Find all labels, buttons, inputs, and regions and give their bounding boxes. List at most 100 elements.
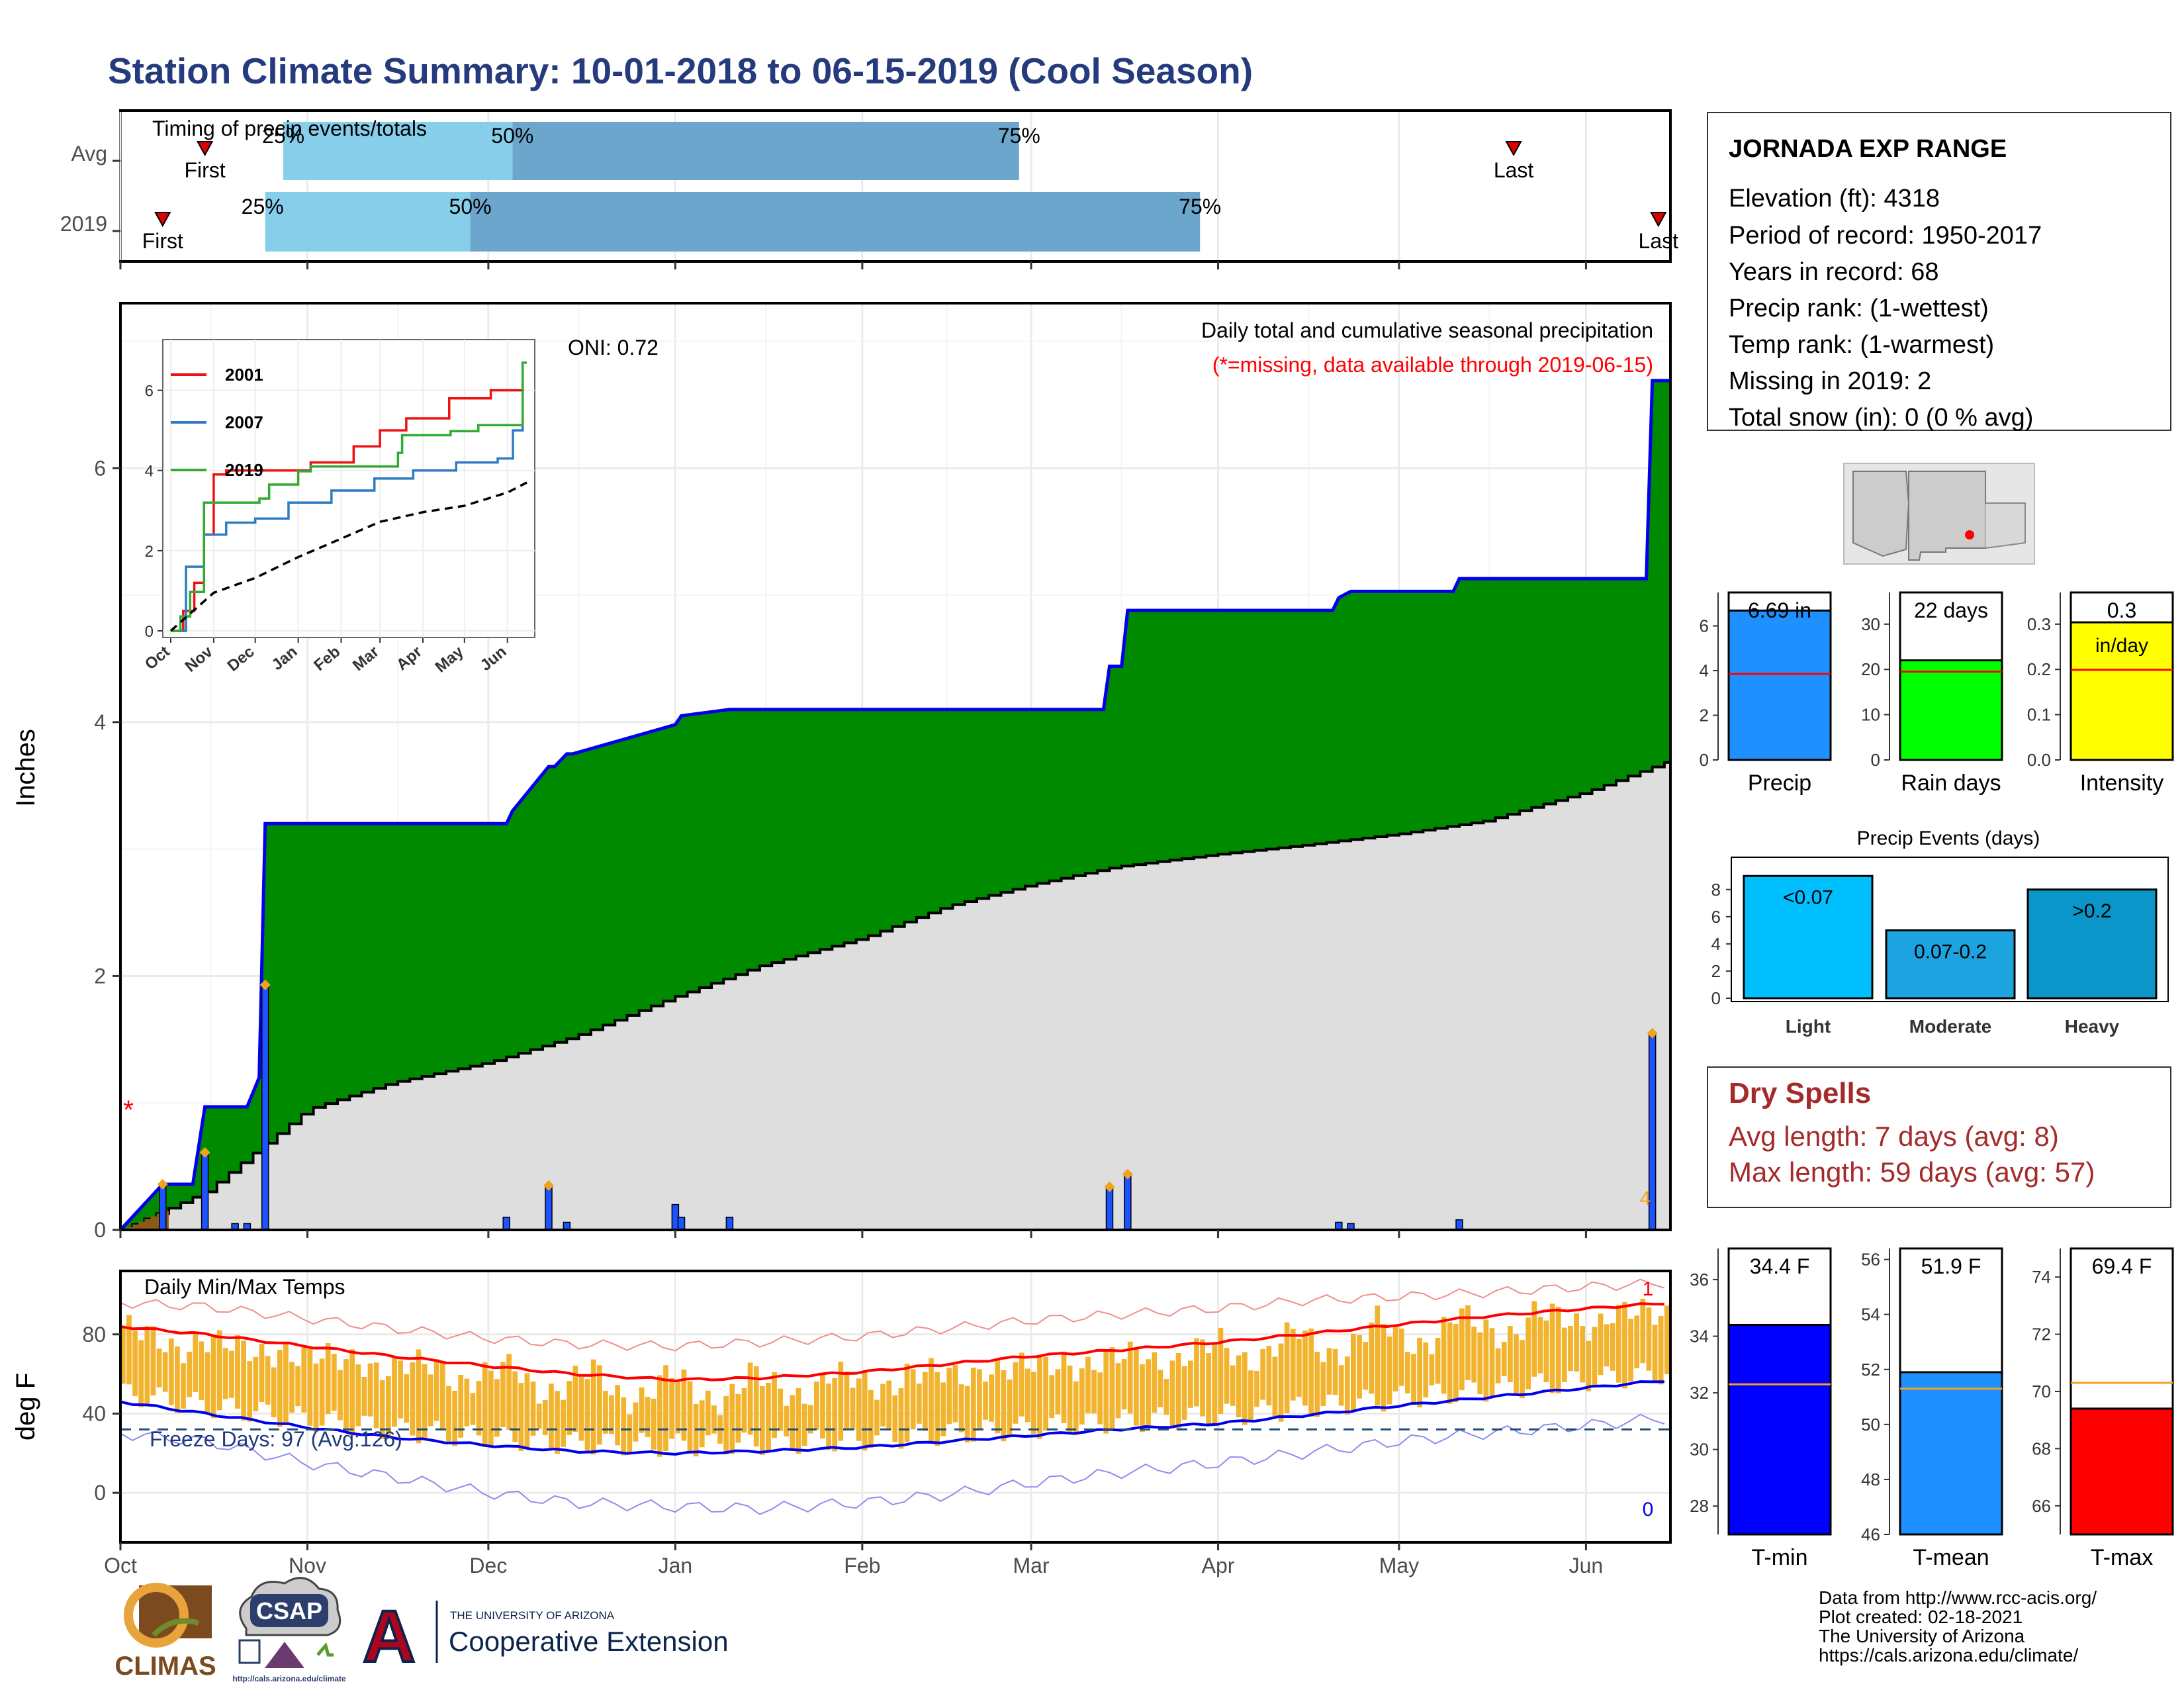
temp-daily-range-bar bbox=[784, 1405, 790, 1437]
inset-legend-label-2019: 2019 bbox=[225, 460, 263, 480]
temp-daily-range-bar bbox=[265, 1356, 271, 1405]
temp-summary-t-min-value-bar bbox=[1727, 1323, 1832, 1536]
temp-daily-range-bar bbox=[536, 1403, 542, 1429]
temp-daily-range-bar bbox=[923, 1372, 928, 1431]
temp-daily-range-bar bbox=[247, 1361, 253, 1422]
temp-daily-range-bar bbox=[675, 1382, 681, 1434]
temp-daily-range-bar bbox=[433, 1359, 439, 1421]
temp-daily-range-bar bbox=[1175, 1352, 1181, 1430]
timing-panel: Timing of precip events/totals Avg 2019 … bbox=[60, 109, 1678, 263]
temp-daily-range-bar bbox=[1049, 1375, 1055, 1419]
daily-precip-heavy-marker-16 bbox=[1647, 1027, 1658, 1039]
temp-daily-range-bar bbox=[319, 1358, 325, 1426]
freeze-days-label: Freeze Days: 97 (Avg:126) bbox=[150, 1427, 402, 1451]
timing-last-marker-1 bbox=[1650, 212, 1667, 228]
daily-precip-bar-10 bbox=[725, 1217, 734, 1231]
csap-logo: CSAP http://cals.arizona.edu/climate bbox=[232, 1577, 346, 1683]
temp-daily-range-bar bbox=[1447, 1322, 1453, 1404]
temp-daily-range-bar bbox=[964, 1385, 970, 1443]
timing-pct-label-1-1: 50% bbox=[449, 195, 492, 218]
daily-precip-bar-6 bbox=[545, 1185, 553, 1231]
locator-map bbox=[1843, 463, 2035, 565]
temp-daily-range-bar bbox=[277, 1350, 283, 1427]
temp-daily-range-bar bbox=[1037, 1354, 1042, 1439]
temp-daily-range-bar bbox=[898, 1387, 904, 1449]
timing-last-marker-0 bbox=[1505, 141, 1522, 157]
timing-labels: 25% 50% 75% First Last 25% 50% 75% First Last bbox=[113, 124, 1678, 253]
temp-daily-range-bar bbox=[796, 1387, 801, 1454]
precip-y-ticks: 0 2 4 6 bbox=[94, 456, 120, 1242]
temp-summary-t-min-category-label: T-min bbox=[1752, 1545, 1808, 1570]
summary-intensity-y-tick-label-0: 0.0 bbox=[2027, 750, 2051, 770]
summary-intensity-value-label-2: in/day bbox=[2095, 635, 2148, 657]
temp-daily-range-bar bbox=[1085, 1356, 1091, 1413]
temp-daily-range-bar bbox=[1266, 1346, 1272, 1406]
inset-line-average bbox=[169, 481, 527, 632]
ua-letter-logo: A bbox=[363, 1596, 415, 1677]
temp-daily-range-bar bbox=[439, 1362, 445, 1429]
station-period: Period of record: 1950-2017 bbox=[1729, 222, 2042, 250]
record-high-count: 1 bbox=[1643, 1278, 1654, 1300]
temp-daily-range-bar bbox=[995, 1359, 1001, 1434]
temp-daily-range-bar bbox=[989, 1374, 994, 1422]
temp-summary-t-max-panel: 66 68 70 72 74 69.4 F T-max bbox=[2032, 1247, 2174, 1570]
timing-first-marker-1 bbox=[154, 212, 171, 228]
month-label-may: May bbox=[1379, 1554, 1419, 1577]
month-label-mar: Mar bbox=[1013, 1554, 1049, 1577]
temp-daily-range-bar bbox=[790, 1395, 796, 1449]
precip-areas bbox=[119, 379, 1670, 1231]
temp-daily-range-bar bbox=[633, 1402, 639, 1442]
temp-daily-range-bar bbox=[1007, 1379, 1013, 1437]
temp-daily-range-bar bbox=[1236, 1355, 1242, 1418]
footer-data-source: Data from http://www.rcc-acis.org/ bbox=[1819, 1587, 2097, 1608]
temp-daily-range-bar bbox=[470, 1393, 476, 1425]
daily-precip-bar-9 bbox=[677, 1217, 686, 1231]
temp-daily-range-bar bbox=[892, 1395, 898, 1442]
temp-daily-range-bar bbox=[1133, 1349, 1139, 1426]
daily-precip-bar-15 bbox=[1455, 1219, 1463, 1231]
temp-summary-t-mean-y-tick-label-3: 52 bbox=[1861, 1360, 1880, 1380]
temp-daily-range-bar bbox=[1357, 1335, 1362, 1399]
summary-precip-panel: 0 2 4 6 6.69 in Precip bbox=[1700, 591, 1832, 796]
temp-daily-range-bar bbox=[205, 1352, 210, 1413]
precip-events-chart: Precip Events (days) 0 2 4 6 8 <0.07 Light 0.07… bbox=[1711, 827, 2169, 1037]
temp-daily-range-bar bbox=[1187, 1360, 1193, 1408]
temp-summary-t-max-value-bar bbox=[2070, 1407, 2174, 1536]
month-axis: Oct Nov Dec Jan Feb Mar Apr May Jun bbox=[104, 261, 1603, 1577]
temp-daily-range-bar bbox=[1218, 1327, 1224, 1414]
temp-daily-range-bar bbox=[1561, 1327, 1567, 1383]
temp-daily-range-bar bbox=[627, 1414, 633, 1454]
daily-precip-heavy-marker-12 bbox=[1122, 1168, 1133, 1180]
temp-daily-range-bar bbox=[1194, 1338, 1199, 1407]
summary-intensity-value-bar bbox=[2070, 621, 2174, 761]
temp-daily-range-bar bbox=[1055, 1369, 1061, 1415]
record-max-line bbox=[120, 1278, 1665, 1352]
temp-daily-range-bar bbox=[572, 1366, 578, 1432]
timing-bars bbox=[265, 122, 1201, 252]
temp-daily-range-bar bbox=[126, 1315, 132, 1385]
daily-precip-bar-1 bbox=[201, 1152, 209, 1231]
temp-daily-range-bar bbox=[1381, 1324, 1387, 1412]
temp-daily-range-bar bbox=[488, 1370, 494, 1448]
precip-y-label: Inches bbox=[11, 729, 40, 807]
temp-daily-range-bar bbox=[199, 1341, 205, 1401]
temp-daily-range-bar bbox=[271, 1367, 277, 1418]
temp-daily-range-bar bbox=[880, 1383, 886, 1427]
temp-daily-range-bar bbox=[132, 1330, 138, 1397]
temp-daily-range-bar bbox=[1115, 1363, 1121, 1419]
temp-daily-range-bar bbox=[216, 1330, 222, 1411]
temp-daily-range-bar bbox=[1272, 1356, 1278, 1418]
month-label-feb: Feb bbox=[844, 1554, 880, 1577]
inset-legend: 2001 2007 2019 bbox=[171, 365, 263, 480]
record-min-line bbox=[120, 1413, 1665, 1515]
temp-daily-range-bar bbox=[753, 1366, 759, 1447]
daily-precip-heavy-marker-6 bbox=[543, 1180, 555, 1191]
temp-daily-range-bar bbox=[404, 1374, 410, 1423]
timing-title: Timing of precip events/totals bbox=[152, 117, 427, 140]
month-label-jun: Jun bbox=[1569, 1554, 1604, 1577]
temp-summary-t-mean-y-tick-label-1: 48 bbox=[1861, 1470, 1880, 1489]
summary-precip-value-bar bbox=[1727, 609, 1832, 761]
ua-big-text: Cooperative Extension bbox=[449, 1626, 729, 1657]
temp-daily-range-bar bbox=[778, 1388, 784, 1431]
dry-spells-title: Dry Spells bbox=[1729, 1077, 1871, 1109]
